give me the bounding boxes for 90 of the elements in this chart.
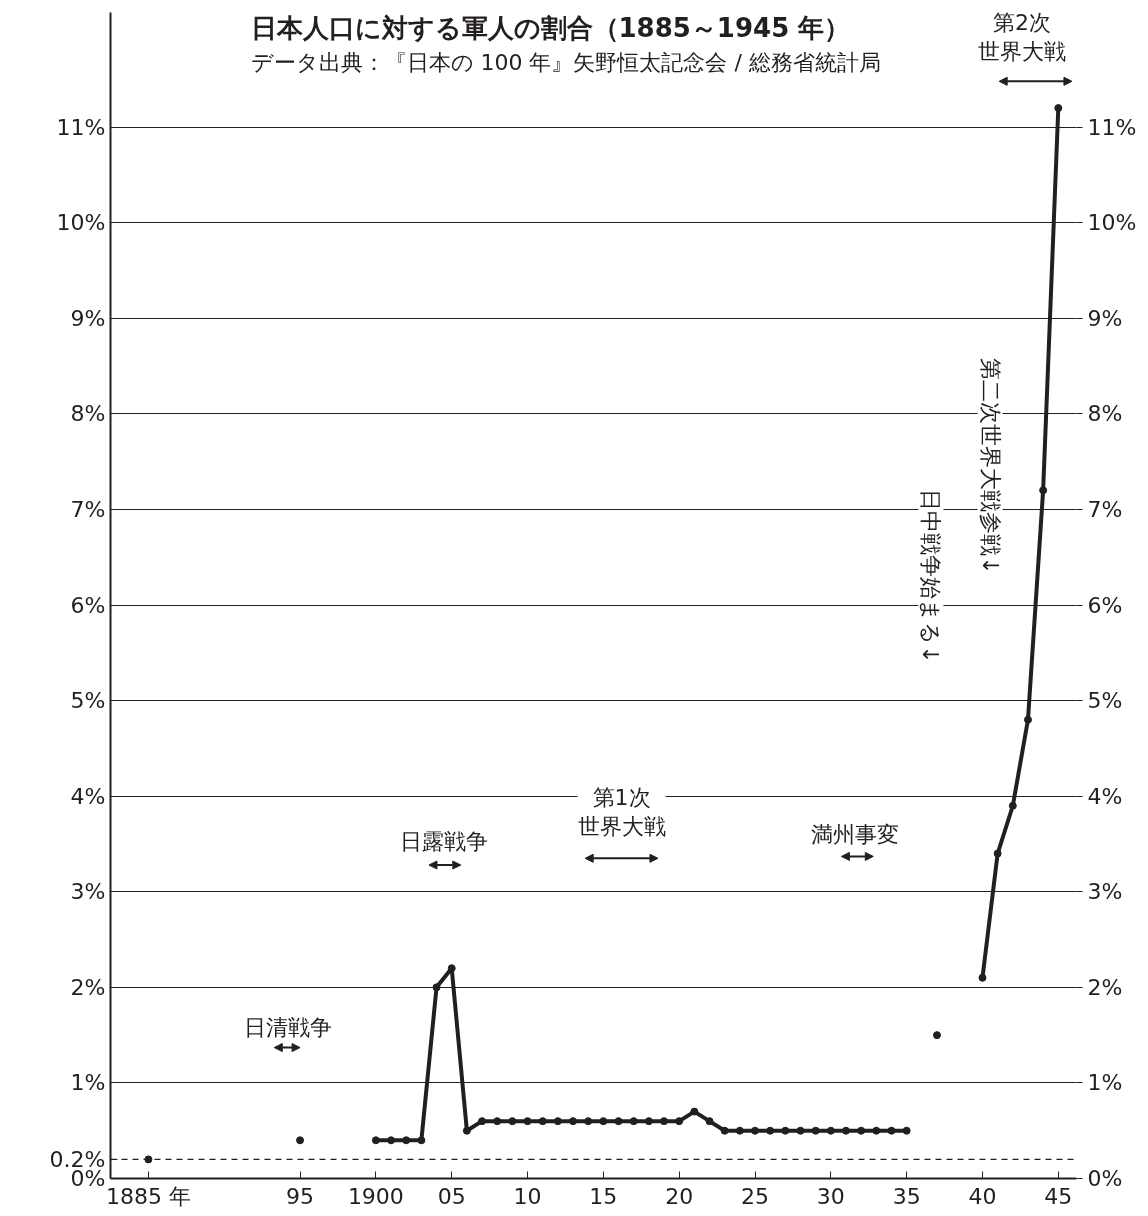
y-tick-label: 0% <box>70 1166 106 1191</box>
x-tick-label: 1885 年 <box>105 1183 191 1209</box>
point <box>781 1126 790 1135</box>
point <box>1054 104 1063 113</box>
y-tick-label: 9% <box>70 305 106 331</box>
point <box>508 1117 517 1126</box>
x-tick-label: 45 <box>1044 1183 1073 1209</box>
point <box>629 1117 638 1126</box>
point <box>417 1136 426 1145</box>
y-tick-label: 11% <box>56 114 106 140</box>
x-tick-label: 10 <box>513 1183 542 1209</box>
point <box>766 1126 775 1135</box>
point <box>720 1126 729 1135</box>
point <box>872 1126 881 1135</box>
y2-tick-label: 6% <box>1087 592 1123 618</box>
point <box>644 1117 653 1126</box>
y-tick-label: 1% <box>70 1070 106 1096</box>
point <box>523 1117 532 1126</box>
y-tick-label: 7% <box>70 496 106 522</box>
y-tick-label: 4% <box>70 783 106 809</box>
point <box>599 1117 608 1126</box>
point <box>1008 801 1017 810</box>
point <box>811 1126 820 1135</box>
point <box>144 1155 153 1164</box>
point <box>887 1126 896 1135</box>
annotation: 日露戦争 <box>400 828 489 854</box>
point <box>1039 486 1048 495</box>
point <box>978 973 987 982</box>
point <box>690 1107 699 1116</box>
point <box>751 1126 760 1135</box>
y2-tick-label: 4% <box>1087 783 1123 809</box>
y-tick-label: 6% <box>70 592 106 618</box>
y2-tick-label: 0% <box>1087 1166 1123 1191</box>
chart-title: 日本人口に対する軍人の割合（1885～1945 年） <box>250 12 851 43</box>
point <box>296 1136 305 1145</box>
annotation: 第二次世界大戦参戦↓ <box>977 358 1003 575</box>
y-tick-label: 8% <box>70 401 106 427</box>
x-tick-label: 95 <box>286 1183 315 1209</box>
point <box>447 964 456 973</box>
annotation: 日中戦争始まる↓ <box>918 489 944 664</box>
point <box>902 1126 911 1135</box>
x-tick-label: 40 <box>968 1183 997 1209</box>
y-tick-label: 5% <box>70 688 106 714</box>
point <box>857 1126 866 1135</box>
point <box>462 1126 471 1135</box>
text: データ出典：『日本の 100 年』矢野恒太記念会 / 総務省統計局 <box>250 49 881 75</box>
point <box>614 1117 623 1126</box>
y2-tick-label: 11% <box>1087 114 1137 140</box>
point <box>478 1117 487 1126</box>
y2-tick-label: 9% <box>1087 305 1123 331</box>
point <box>493 1117 502 1126</box>
point <box>584 1117 593 1126</box>
point <box>826 1126 835 1135</box>
y-tick-label: 3% <box>70 879 106 905</box>
point <box>371 1136 380 1145</box>
y2-tick-label: 2% <box>1087 974 1123 1000</box>
point <box>675 1117 684 1126</box>
y2-tick-label: 5% <box>1087 688 1123 714</box>
point <box>735 1126 744 1135</box>
point <box>538 1117 547 1126</box>
point <box>796 1126 805 1135</box>
y2-tick-label: 7% <box>1087 496 1123 522</box>
x-tick-label: 35 <box>892 1183 921 1209</box>
point <box>569 1117 578 1126</box>
y-tick-label: 10% <box>56 210 106 236</box>
annotation: 満州事変 <box>811 821 900 847</box>
point <box>932 1031 941 1040</box>
y2-tick-label: 1% <box>1087 1070 1123 1096</box>
y2-tick-label: 10% <box>1087 210 1137 236</box>
point <box>1023 715 1032 724</box>
x-tick-label: 15 <box>589 1183 618 1209</box>
x-tick-label: 05 <box>437 1183 466 1209</box>
point <box>841 1126 850 1135</box>
point <box>553 1117 562 1126</box>
y2-tick-label: 8% <box>1087 401 1123 427</box>
y2-tick-label: 3% <box>1087 879 1123 905</box>
point <box>660 1117 669 1126</box>
x-tick-label: 30 <box>816 1183 845 1209</box>
x-tick-label: 1900 <box>347 1183 404 1209</box>
y-tick-label: 2% <box>70 974 106 1000</box>
point <box>432 983 441 992</box>
point <box>993 849 1002 858</box>
point <box>402 1136 411 1145</box>
annotation: 第1次世界大戦 <box>577 785 666 840</box>
x-tick-label: 25 <box>741 1183 770 1209</box>
point <box>705 1117 714 1126</box>
x-tick-label: 20 <box>665 1183 694 1209</box>
annotation: 日清戦争 <box>243 1014 332 1040</box>
annotation: 第2次世界大戦 <box>977 10 1066 65</box>
point <box>387 1136 396 1145</box>
